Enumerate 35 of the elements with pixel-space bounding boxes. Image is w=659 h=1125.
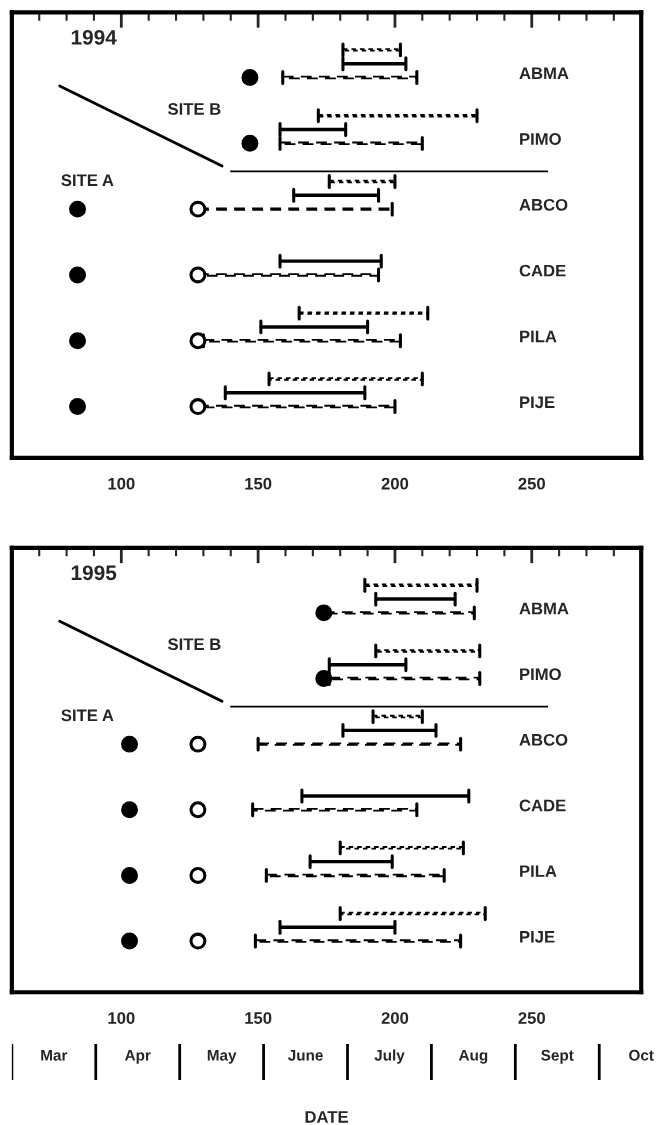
y-tick-label: PIJE xyxy=(520,931,555,943)
x-tick-label: 250 xyxy=(518,1012,545,1024)
category-label: Mar xyxy=(41,1050,68,1061)
category-label: July xyxy=(374,1049,405,1064)
y-tick-label: ABMA xyxy=(519,602,569,615)
y-tick-label: PIMO xyxy=(520,668,561,681)
y-tick-label: PILA xyxy=(520,330,557,343)
y-tick-label: ABCO xyxy=(519,733,568,746)
y-tick-label: ABMA xyxy=(519,67,569,79)
text: 1995 xyxy=(71,565,117,581)
category-label: Apr xyxy=(124,1050,151,1064)
category-label: May xyxy=(207,1050,237,1064)
annotation: SITE A xyxy=(61,174,114,187)
text: 1994 xyxy=(71,29,117,45)
x-tick-label: 100 xyxy=(108,477,135,490)
annotation: SITE B xyxy=(168,638,221,651)
x-tick-label: 100 xyxy=(108,1012,135,1024)
x-tick-label: 150 xyxy=(245,477,272,490)
category-label: Aug xyxy=(458,1049,488,1064)
x-tick-label: 200 xyxy=(381,477,409,490)
category-label: Oct xyxy=(629,1049,654,1061)
category-label: June xyxy=(287,1050,323,1061)
category-label: Sept xyxy=(541,1049,574,1064)
y-tick-label: PIJE xyxy=(520,396,555,409)
y-tick-label: ABCO xyxy=(519,198,568,211)
y-tick-label: CADE xyxy=(519,264,566,277)
y-tick-label: PILA xyxy=(520,865,557,877)
x-tick-label: 200 xyxy=(381,1012,409,1024)
annotation: SITE B xyxy=(168,103,221,115)
y-tick-label: CADE xyxy=(519,799,566,812)
annotation: SITE A xyxy=(61,709,114,722)
x-tick-label: 250 xyxy=(518,477,545,490)
y-tick-label: PIMO xyxy=(520,133,561,145)
x-tick-label: 150 xyxy=(245,1012,272,1024)
text: DATE xyxy=(305,1111,348,1123)
